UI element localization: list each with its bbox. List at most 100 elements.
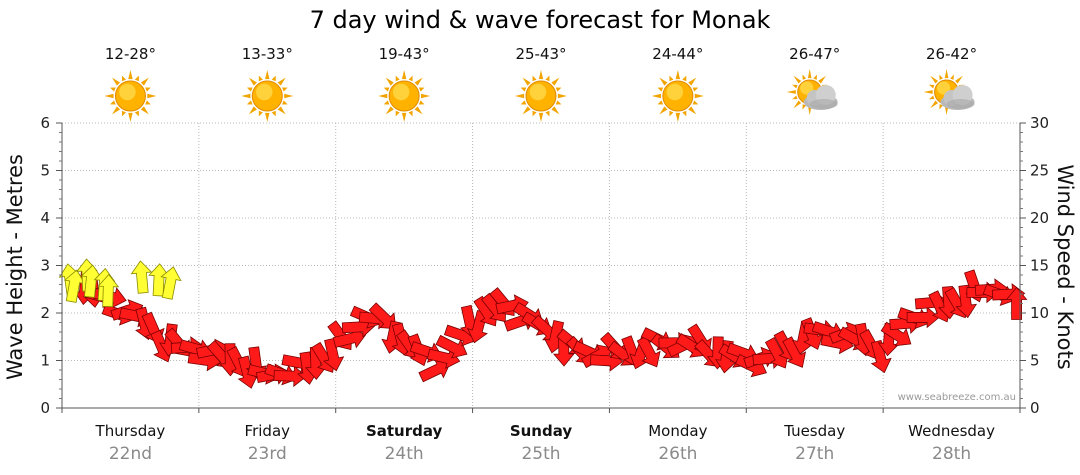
sun-ray (682, 75, 687, 82)
day-header-thursday: 12-28° Thursday 22nd (95, 45, 166, 464)
wind-arrow (435, 334, 468, 359)
day-name: Tuesday (783, 422, 845, 440)
cloud-shadow (809, 99, 838, 109)
y-tick-label-right: 25 (1030, 162, 1049, 180)
sun-highlight (936, 81, 951, 95)
day-header-sunday: 25-43° Sunday 25th (510, 45, 573, 464)
sun-ray (557, 93, 567, 99)
sun-ray (284, 93, 294, 99)
credit-label: www.seabreeze.com.au (898, 392, 1016, 403)
y-tick-label-left: 6 (40, 114, 50, 132)
chart-title: 7 day wind & wave forecast for Monak (310, 6, 771, 34)
day-name: Thursday (95, 422, 166, 440)
sun-ray (110, 100, 116, 105)
day-temperature: 19-43° (379, 45, 430, 63)
sun-ray (923, 90, 933, 94)
wind-arrow (323, 337, 345, 372)
sun-icon (378, 70, 431, 122)
day-temperature: 12-28° (105, 45, 156, 63)
sun-ray (802, 104, 807, 110)
sun-ray (520, 100, 527, 105)
wind-arrow-shape (636, 335, 661, 368)
y-tick-label-left: 2 (40, 304, 50, 322)
sun-icon (104, 70, 157, 122)
sun-ray (688, 77, 697, 86)
sun-ray (792, 95, 798, 100)
sun-ray (147, 93, 157, 99)
day-date: 26th (658, 444, 697, 464)
wind-arrow (782, 336, 807, 368)
sun-ray (134, 75, 139, 82)
y-tick-label-left: 4 (40, 209, 50, 227)
day-date: 25th (521, 444, 560, 464)
sun-ray (140, 77, 149, 86)
sun-ray (939, 74, 943, 80)
sun-ray (420, 93, 431, 99)
sun-ray (807, 69, 812, 79)
partly-cloudy-icon (786, 69, 838, 115)
sun-ray (241, 93, 251, 99)
y-tick-label-right: 0 (1030, 399, 1040, 417)
sun-ray (793, 100, 802, 109)
sun-ray (383, 87, 390, 92)
sun-ray (112, 77, 121, 86)
sun-ray (258, 75, 263, 82)
sun-ray (258, 110, 263, 117)
sun-ray (669, 110, 674, 117)
sun-ray (555, 100, 562, 105)
sun-ray (265, 112, 270, 122)
sun-ray (792, 84, 798, 89)
sun-ray (669, 75, 674, 82)
sun-ray (145, 100, 151, 105)
partly-cloudy-icon (923, 69, 975, 115)
sun-ray (682, 110, 687, 117)
day-name: Monday (648, 422, 707, 440)
sun-icon (651, 70, 704, 122)
sun-ray (939, 104, 943, 110)
strong-wind-arrow-shape (130, 260, 153, 294)
sun-ray (265, 70, 270, 80)
sun-highlight (800, 81, 814, 95)
sun-ray (121, 75, 127, 82)
y-tick-label-left: 5 (40, 162, 50, 180)
sun-ray (813, 74, 817, 80)
sun-ray (657, 87, 664, 92)
sun-ray (395, 110, 400, 117)
day-temperature: 26-42° (926, 45, 977, 63)
sun-ray (414, 106, 423, 115)
strong-wind-arrow (97, 273, 120, 308)
day-header-wednesday: 26-42° Wednesday 28th (908, 45, 995, 464)
wind-arrow (368, 302, 397, 330)
wind-arrow-shape (955, 284, 978, 319)
day-date: 23rd (248, 444, 287, 464)
day-name: Wednesday (908, 422, 995, 440)
sun-ray (110, 87, 116, 92)
sun-ray (930, 100, 939, 109)
day-header-saturday: 19-43° Saturday 24th (366, 45, 443, 464)
sun-ray (551, 77, 560, 86)
sun-ray (818, 75, 826, 84)
wind-arrow (636, 335, 661, 368)
sun-ray (385, 106, 394, 115)
sun-ray (282, 87, 288, 92)
y-axis-right-title: Wind Speed - Knots (1053, 164, 1077, 369)
sun-ray (692, 87, 699, 92)
sun-ray (522, 106, 531, 115)
day-temperature: 26-47° (789, 45, 840, 63)
sun-ray (145, 87, 151, 92)
sun-ray (545, 75, 550, 82)
wind-arrow-shape (782, 336, 807, 368)
day-temperature: 13-33° (242, 45, 293, 63)
sun-ray (955, 75, 963, 84)
wind-arrow-shape (880, 321, 912, 347)
sun-ray (786, 90, 796, 94)
wind-arrow (880, 321, 912, 347)
sun-ray (378, 93, 388, 99)
strong-wind-arrow (130, 260, 153, 294)
sun-ray (277, 77, 286, 86)
sun-ray (545, 110, 550, 117)
sun-ray (246, 87, 253, 92)
y-tick-label-left: 1 (40, 352, 50, 370)
day-temperature: 24-44° (652, 45, 703, 63)
